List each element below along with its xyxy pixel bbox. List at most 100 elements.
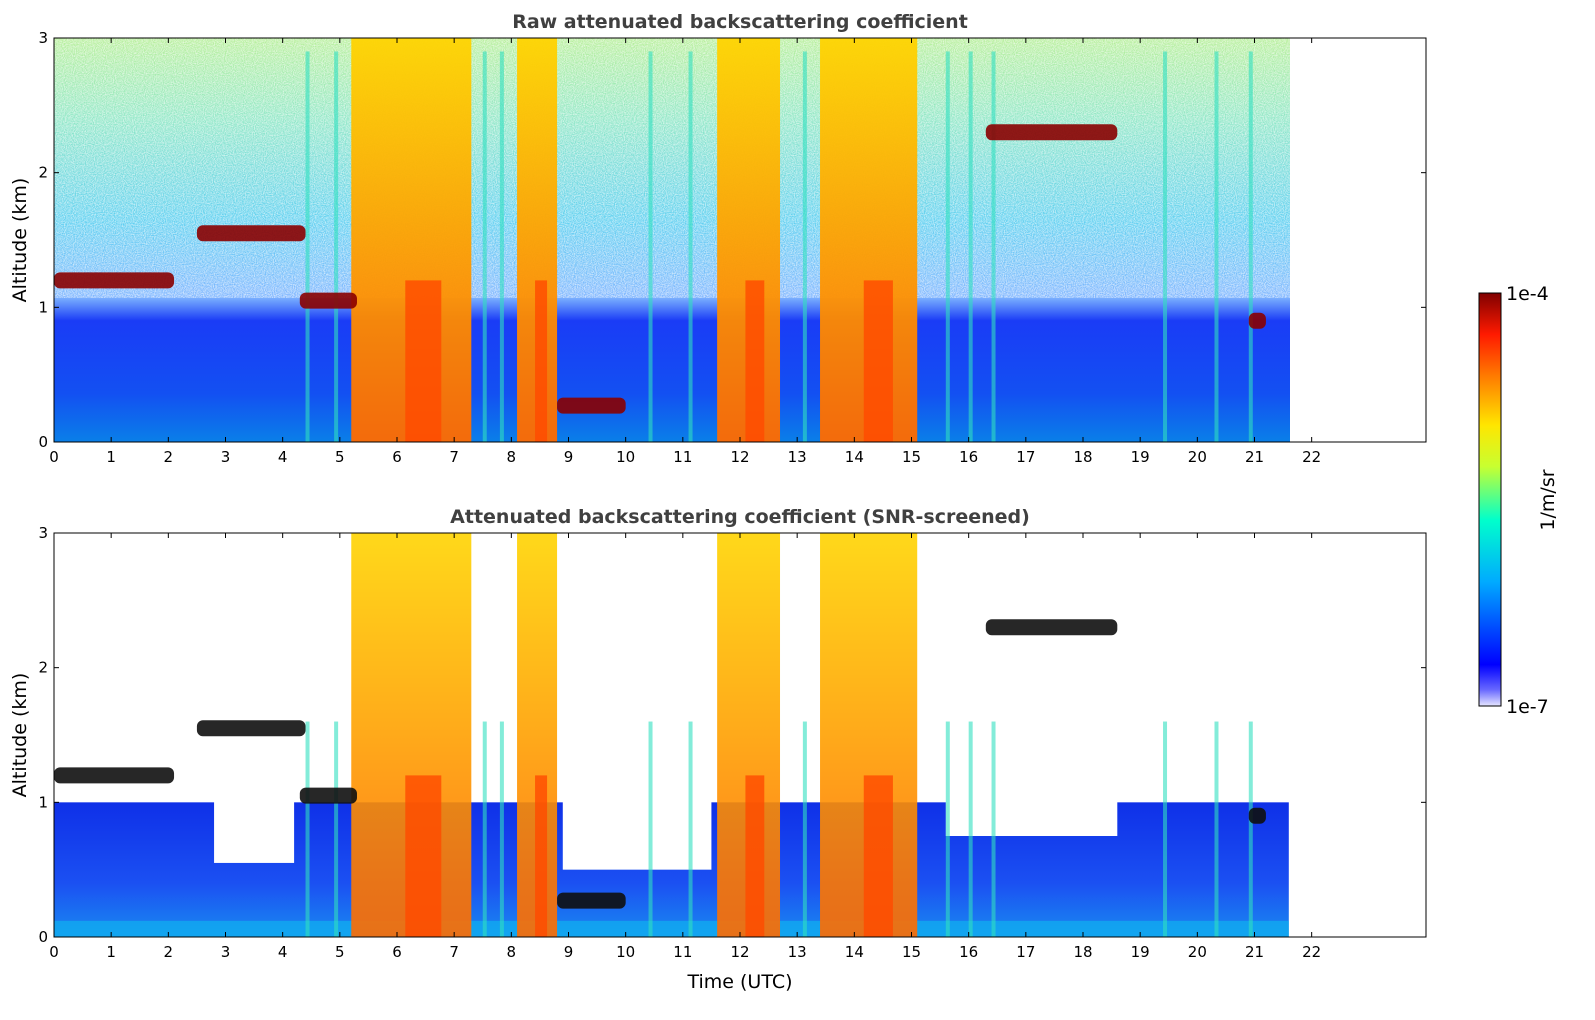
heatmap-raw — [54, 38, 1290, 442]
x-tick-label: 11 — [673, 943, 692, 961]
x-tick-label: 8 — [507, 943, 517, 961]
x-tick-label: 14 — [845, 943, 864, 961]
x-tick-label: 7 — [449, 943, 459, 961]
x-tick-label: 19 — [1131, 448, 1150, 466]
x-tick-label: 16 — [959, 943, 978, 961]
panel-screened: Attenuated backscattering coefficient (S… — [9, 506, 1427, 993]
colorbar-label: 1/m/sr — [1537, 469, 1559, 530]
panel-2-ylabel: Altitude (km) — [9, 673, 31, 798]
cloud-layer — [54, 272, 175, 289]
colorbar-gradient — [1478, 292, 1502, 707]
x-tick-label: 21 — [1245, 448, 1264, 466]
x-tick-label: 18 — [1073, 943, 1092, 961]
y-tick-label: 0 — [38, 433, 48, 451]
x-tick-label: 15 — [902, 943, 921, 961]
colorbar: 1e-4 1e-7 1/m/sr — [1478, 283, 1559, 718]
y-tick-label: 0 — [38, 928, 48, 946]
panel-2-xlabel: Time (UTC) — [686, 971, 792, 993]
x-tick-label: 15 — [902, 448, 921, 466]
x-tick-label: 2 — [164, 448, 174, 466]
precipitation-core — [745, 775, 765, 937]
y-tick-label: 2 — [38, 659, 48, 677]
x-tick-label: 17 — [1016, 448, 1035, 466]
x-tick-label: 12 — [730, 943, 749, 961]
x-tick-label: 13 — [788, 943, 807, 961]
fall-streak — [968, 721, 973, 937]
x-tick-label: 8 — [507, 448, 517, 466]
fall-streak — [305, 721, 310, 937]
y-tick-label: 2 — [38, 164, 48, 182]
heatmap-screened — [54, 533, 1290, 937]
screened-gap — [562, 795, 712, 870]
x-tick-label: 12 — [730, 448, 749, 466]
fall-streak — [945, 721, 950, 937]
x-tick-label: 10 — [616, 943, 635, 961]
screened-gap — [945, 795, 1118, 836]
x-tick-label: 0 — [49, 943, 59, 961]
x-tick-label: 14 — [845, 448, 864, 466]
cloud-layer — [299, 292, 357, 309]
x-tick-label: 20 — [1188, 943, 1207, 961]
panel-2-title: Attenuated backscattering coefficient (S… — [450, 506, 1030, 528]
fall-streak — [334, 721, 339, 937]
x-tick-label: 5 — [335, 448, 345, 466]
y-tick-label: 1 — [38, 298, 48, 316]
panel-1-title: Raw attenuated backscattering coefficien… — [512, 11, 968, 33]
x-tick-label: 20 — [1188, 448, 1207, 466]
fall-streak — [945, 51, 950, 442]
fall-streak — [688, 721, 693, 937]
y-tick-label: 1 — [38, 793, 48, 811]
fall-streak — [334, 51, 339, 442]
cloud-layer — [196, 225, 306, 242]
precipitation-core — [863, 280, 893, 442]
x-tick-label: 21 — [1245, 943, 1264, 961]
fall-streak — [991, 51, 996, 442]
cloud-layer — [54, 767, 175, 784]
x-tick-label: 9 — [564, 448, 574, 466]
y-tick-label: 3 — [38, 29, 48, 47]
screened-feature-layer — [54, 533, 1289, 937]
precipitation-core — [535, 280, 548, 442]
x-tick-label: 6 — [392, 448, 402, 466]
x-tick-label: 1 — [106, 448, 116, 466]
x-tick-label: 18 — [1073, 448, 1092, 466]
fall-streak — [802, 51, 807, 442]
fall-streak — [499, 51, 504, 442]
x-tick-label: 16 — [959, 448, 978, 466]
cloud-layer — [557, 397, 626, 414]
fall-streak — [648, 51, 653, 442]
fall-streak — [1163, 721, 1168, 937]
cloud-layer — [1248, 312, 1266, 329]
panel-1-ylabel: Altitude (km) — [9, 178, 31, 303]
x-tick-label: 10 — [616, 448, 635, 466]
fall-streak — [1248, 51, 1253, 442]
fall-streak — [305, 51, 310, 442]
colorbar-max-label: 1e-4 — [1506, 283, 1549, 305]
raw-feature-layer — [54, 38, 1266, 442]
precipitation-core — [863, 775, 893, 937]
fall-streak — [688, 51, 693, 442]
fall-streak — [1214, 721, 1219, 937]
cloud-layer — [557, 892, 626, 909]
x-tick-label: 13 — [788, 448, 807, 466]
screened-gap — [214, 795, 295, 863]
cloud-layer — [196, 720, 306, 737]
surface-layer — [54, 920, 1289, 937]
x-tick-label: 0 — [49, 448, 59, 466]
x-tick-label: 17 — [1016, 943, 1035, 961]
x-tick-label: 11 — [673, 448, 692, 466]
x-tick-label: 3 — [221, 448, 231, 466]
fall-streak — [991, 721, 996, 937]
fall-streak — [648, 721, 653, 937]
y-tick-label: 3 — [38, 524, 48, 542]
x-tick-label: 22 — [1302, 943, 1321, 961]
fall-streak — [482, 51, 487, 442]
fall-streak — [1248, 721, 1253, 937]
x-tick-label: 4 — [278, 943, 288, 961]
x-tick-label: 7 — [449, 448, 459, 466]
panel-raw: Raw attenuated backscattering coefficien… — [9, 11, 1427, 466]
cloud-layer — [299, 787, 357, 804]
